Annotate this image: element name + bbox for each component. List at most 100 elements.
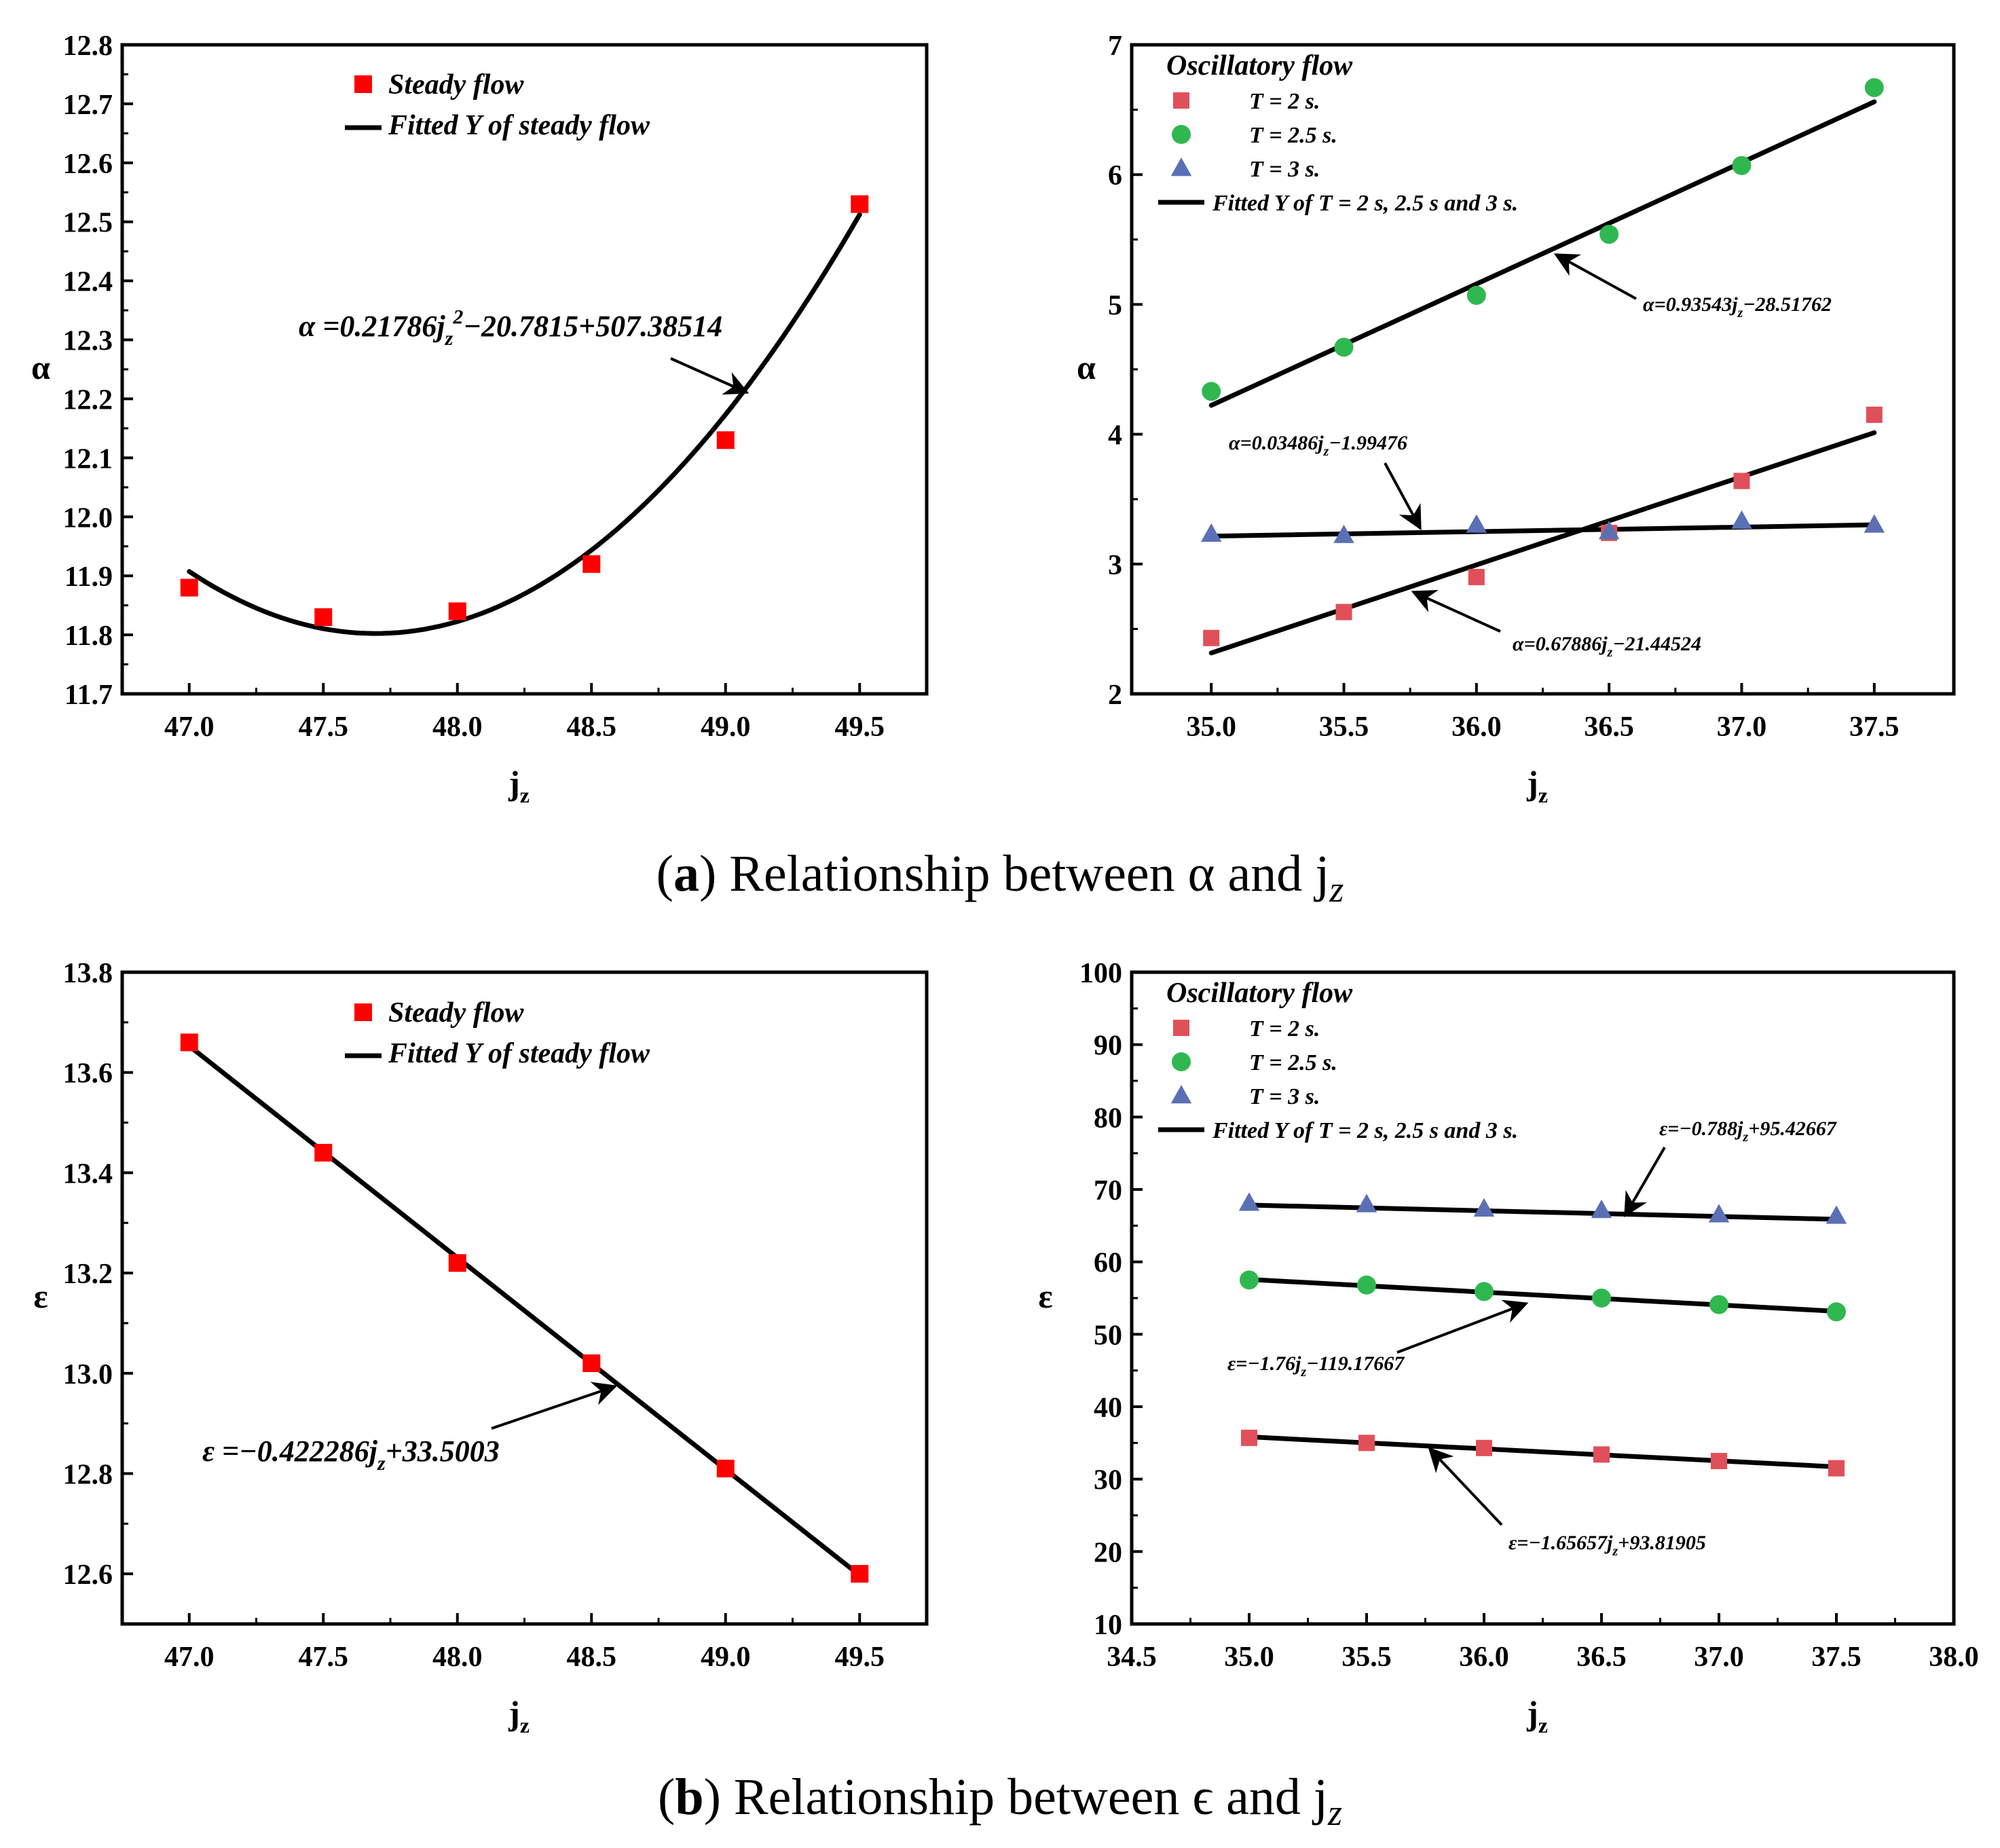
legend-marker: [1170, 158, 1192, 177]
y-tick-label: 12.6: [63, 149, 113, 180]
data-point: [314, 608, 333, 627]
x-tick-label: 47.0: [164, 1642, 215, 1673]
x-tick-label: 37.5: [1811, 1642, 1862, 1673]
legend-marker: [1173, 92, 1189, 109]
y-tick-label: 11.7: [64, 680, 113, 711]
chart-a_steady: 47.0 47.5 48.0 48.5 49.0 49.5 11.7 11.8 11.9 12.0…: [31, 31, 929, 807]
chart-b_osc: 34.5 35.0 35.5 36.0 36.5 37.0 37.5 38.0 10 20 30 40…: [1038, 958, 1978, 1737]
y-axis-label: α: [31, 348, 50, 386]
data-point: [582, 555, 601, 573]
data-point: [1592, 1289, 1611, 1308]
legend-label: Fitted Y of T = 2 s, 2.5 s and 3 s.: [1212, 1118, 1518, 1143]
y-tick-label: 50: [1094, 1320, 1122, 1351]
data-point: [180, 578, 198, 597]
equation-arrow: [1396, 1299, 1529, 1354]
x-tick-label: 47.0: [164, 712, 215, 743]
equation-arrow: [670, 357, 749, 395]
data-point: [716, 1460, 735, 1478]
x-tick-label: 37.0: [1694, 1642, 1744, 1673]
data-point: [1593, 1446, 1610, 1463]
fit-line-0: [187, 1043, 862, 1578]
y-tick-label: 12.0: [63, 502, 113, 534]
y-tick-label: 11.9: [64, 561, 113, 593]
x-tick-label: 49.0: [701, 712, 751, 743]
x-axis-label: jz: [1526, 1694, 1548, 1737]
equation-arrow: [491, 1382, 618, 1430]
plot-frame: [1130, 970, 1956, 1626]
legend-title: Oscillatory flow: [1166, 978, 1353, 1009]
y-tick-label: 10: [1094, 1610, 1122, 1641]
x-tick-label: 35.5: [1319, 712, 1369, 743]
legend: Oscillatory flow T = 2 s. T = 2.5 s. T = 3 …: [1158, 978, 1518, 1143]
legend-label: T = 2 s.: [1249, 89, 1320, 114]
data-point: [1826, 1205, 1847, 1224]
fit-line-1: [1246, 1277, 1839, 1314]
data-point: [1200, 523, 1222, 542]
data-point: [1828, 1460, 1845, 1477]
data-point: [1598, 521, 1620, 540]
data-point: [448, 1254, 466, 1272]
y-tick-label: 30: [1094, 1465, 1122, 1496]
data-point: [1358, 1435, 1375, 1452]
data-point: [1335, 604, 1352, 621]
data-point: [314, 1143, 333, 1162]
x-tick-label: 47.5: [299, 1642, 349, 1673]
equation-label: α =0.21786jz2−20.7815+507.38514: [299, 306, 722, 350]
y-tick-label: 6: [1108, 160, 1122, 191]
legend-marker: [354, 1003, 372, 1021]
caption-b: (b) Relationship between ϵ and jz: [658, 1769, 1342, 1833]
equation-label: ε=−1.65657jz+93.81905: [1508, 1532, 1706, 1559]
y-tick-label: 100: [1079, 958, 1122, 989]
y-tick-label: 7: [1108, 31, 1122, 62]
fit-line-0: [1208, 99, 1877, 408]
legend-label: T = 2.5 s.: [1249, 1050, 1337, 1075]
data-point: [1334, 337, 1354, 357]
y-tick-label: 11.8: [64, 621, 113, 652]
legend-label: Fitted Y of steady flow: [388, 1038, 650, 1069]
y-tick-label: 12.5: [63, 208, 113, 239]
y-tick-label: 3: [1108, 550, 1122, 581]
x-tick-label: 36.5: [1584, 712, 1634, 743]
legend-marker: [354, 75, 372, 93]
x-tick-label: 49.0: [701, 1642, 751, 1673]
y-tick-label: 12.6: [63, 1559, 113, 1591]
data-point: [1709, 1295, 1728, 1314]
data-point: [1466, 514, 1487, 533]
equation-arrow: [1428, 1447, 1503, 1526]
data-point: [1827, 1302, 1846, 1322]
equation-arrow: [1553, 253, 1637, 300]
y-tick-label: 13.2: [63, 1259, 113, 1290]
y-axis-label: ε: [1038, 1277, 1052, 1315]
fit-line-2: [1208, 430, 1877, 656]
y-tick-label: 12.3: [63, 326, 113, 357]
data-point: [1708, 1204, 1730, 1223]
data-point: [1733, 473, 1750, 489]
x-tick-label: 38.0: [1929, 1642, 1979, 1673]
data-point: [1241, 1429, 1257, 1446]
equation-arrow: [1624, 1146, 1666, 1218]
legend-marker: [1170, 1085, 1192, 1104]
plot-frame: [120, 43, 929, 696]
y-tick-label: 13.4: [63, 1158, 113, 1189]
y-tick-label: 80: [1094, 1103, 1122, 1134]
plot-frame: [120, 970, 929, 1626]
data-point: [1238, 1192, 1260, 1211]
x-tick-label: 48.0: [432, 712, 483, 743]
y-tick-label: 20: [1094, 1537, 1122, 1568]
data-point: [1333, 524, 1354, 543]
y-tick-label: 5: [1108, 290, 1122, 321]
x-tick-label: 36.0: [1459, 1642, 1509, 1673]
x-tick-label: 49.5: [835, 712, 885, 743]
data-point: [1356, 1194, 1377, 1213]
x-axis-label: jz: [508, 1694, 530, 1737]
legend-label: Steady flow: [388, 69, 524, 100]
x-tick-label: 48.5: [567, 1642, 617, 1673]
data-point: [1732, 155, 1752, 175]
data-point: [1864, 514, 1885, 533]
legend-label: Fitted Y of T = 2 s, 2.5 s and 3 s.: [1212, 191, 1518, 216]
y-tick-label: 40: [1094, 1392, 1122, 1424]
data-point: [1599, 225, 1619, 244]
y-tick-label: 13.8: [63, 958, 113, 989]
data-point: [1202, 382, 1221, 401]
